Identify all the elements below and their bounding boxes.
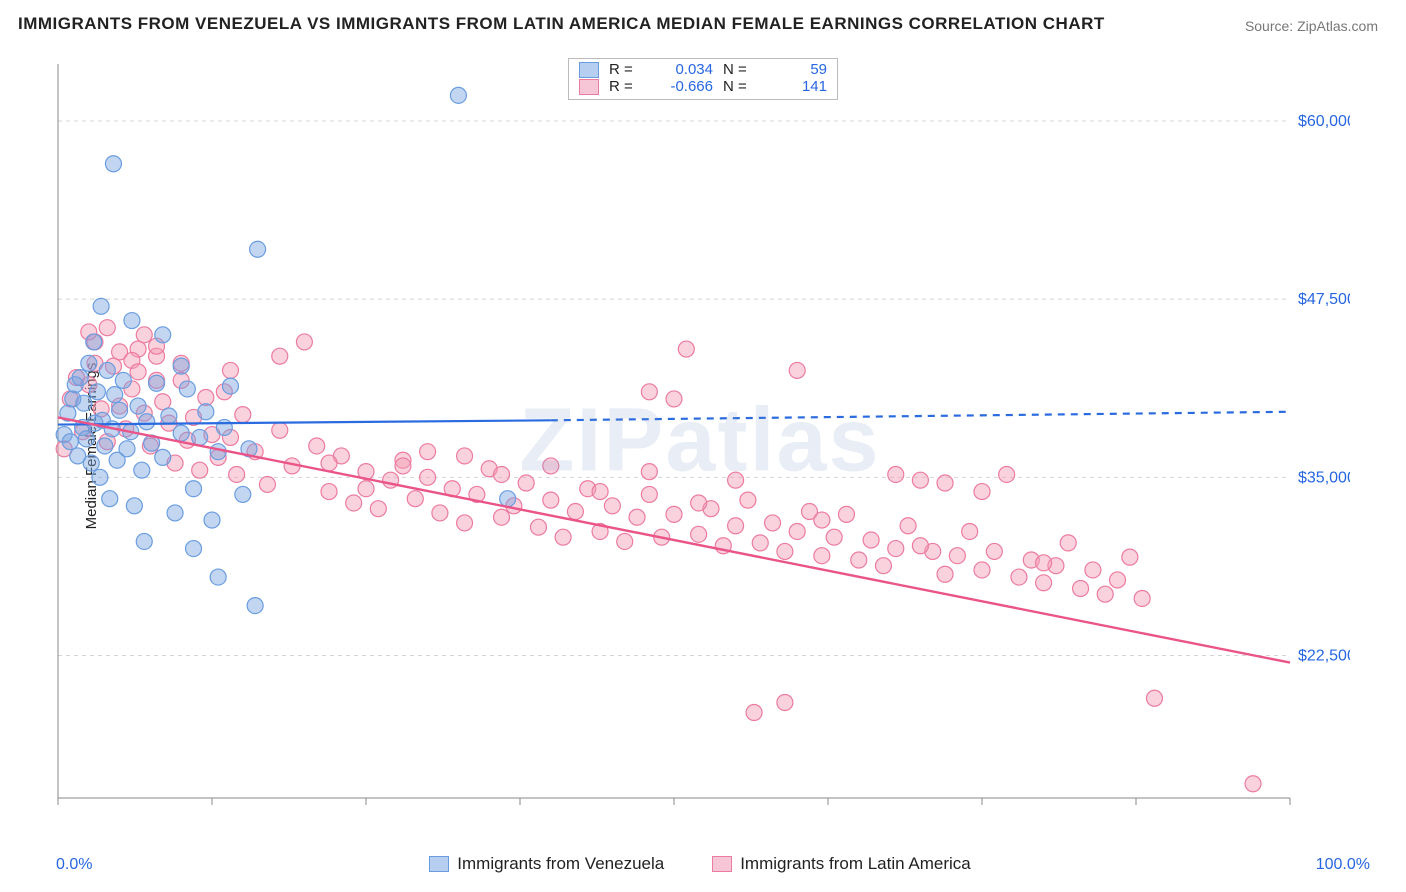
r-label: R = — [609, 78, 641, 95]
chart-svg: $22,500 $35,000 $47,500 $60,000 — [50, 56, 1350, 826]
n-label: N = — [723, 61, 755, 78]
legend-label-latinamerica: Immigrants from Latin America — [740, 854, 971, 874]
swatch-venezuela-icon — [429, 856, 449, 872]
n-value-latinamerica: 141 — [765, 78, 827, 95]
r-label: R = — [609, 61, 641, 78]
swatch-latinamerica-icon — [712, 856, 732, 872]
svg-text:$60,000: $60,000 — [1298, 113, 1350, 130]
series-legend: Immigrants from Venezuela Immigrants fro… — [50, 854, 1350, 874]
legend-label-venezuela: Immigrants from Venezuela — [457, 854, 664, 874]
svg-text:$22,500: $22,500 — [1298, 647, 1350, 664]
plot-area: $22,500$35,000$47,500$60,000 ZIPatlas — [50, 56, 1350, 826]
legend-item-latinamerica: Immigrants from Latin America — [712, 854, 971, 874]
legend-item-venezuela: Immigrants from Venezuela — [429, 854, 664, 874]
r-value-venezuela: 0.034 — [651, 61, 713, 78]
svg-text:$35,000: $35,000 — [1298, 469, 1350, 486]
r-value-latinamerica: -0.666 — [651, 78, 713, 95]
n-value-venezuela: 59 — [765, 61, 827, 78]
correlation-legend: R = 0.034 N = 59 R = -0.666 N = 141 — [568, 58, 838, 100]
n-label: N = — [723, 78, 755, 95]
swatch-venezuela-icon — [579, 62, 599, 78]
swatch-latinamerica-icon — [579, 79, 599, 95]
correlation-row-latinamerica: R = -0.666 N = 141 — [579, 78, 827, 95]
svg-text:$47,500: $47,500 — [1298, 291, 1350, 308]
correlation-row-venezuela: R = 0.034 N = 59 — [579, 61, 827, 78]
chart-title: IMMIGRANTS FROM VENEZUELA VS IMMIGRANTS … — [18, 14, 1105, 34]
source-label: Source: ZipAtlas.com — [1245, 18, 1378, 34]
